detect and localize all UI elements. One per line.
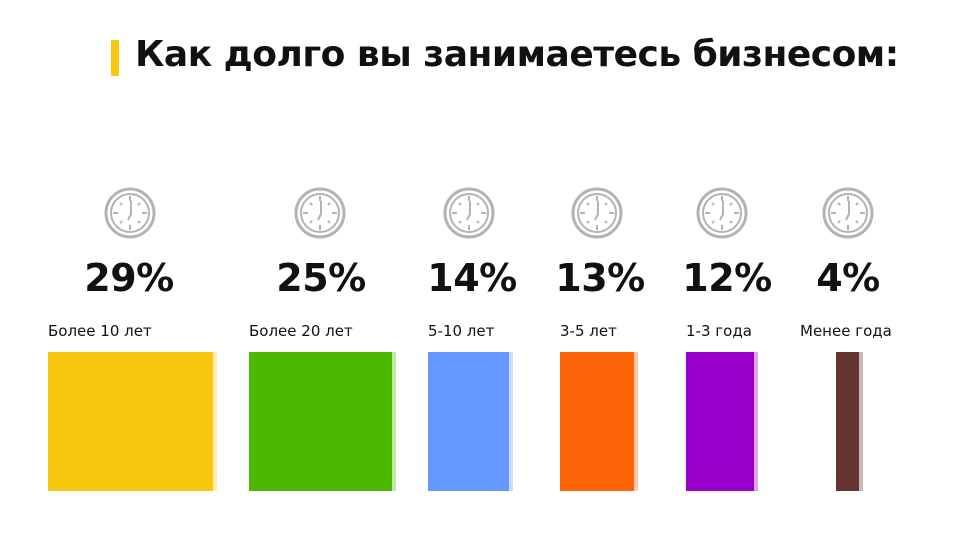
bar-edge: [509, 352, 513, 491]
clock-icon: [294, 187, 346, 239]
category-label: 1-3 года: [686, 322, 752, 340]
bar: [428, 352, 509, 491]
clock-icon: [104, 187, 156, 239]
title-accent-bar: [111, 40, 119, 76]
percent-value: 13%: [555, 256, 645, 300]
percent-value: 25%: [276, 256, 366, 300]
clock-icon: [443, 187, 495, 239]
bar-edge: [754, 352, 758, 491]
category-label: Более 20 лет: [249, 322, 353, 340]
chart-title: Как долго вы занимаетесь бизнесом:: [135, 34, 899, 75]
percent-value: 4%: [816, 256, 880, 300]
bar-edge: [859, 352, 863, 491]
bar-edge: [634, 352, 638, 491]
bar: [836, 352, 859, 491]
percent-value: 14%: [427, 256, 517, 300]
bar: [686, 352, 754, 491]
category-label: 3-5 лет: [560, 322, 617, 340]
bar: [48, 352, 213, 491]
category-label: Более 10 лет: [48, 322, 152, 340]
category-label: Менее года: [800, 322, 892, 340]
bar: [249, 352, 392, 491]
bar-edge: [392, 352, 396, 491]
clock-icon: [696, 187, 748, 239]
clock-icon: [822, 187, 874, 239]
bar-edge: [213, 352, 217, 491]
bar: [560, 352, 634, 491]
percent-value: 12%: [682, 256, 772, 300]
clock-icon: [571, 187, 623, 239]
category-label: 5-10 лет: [428, 322, 495, 340]
percent-value: 29%: [84, 256, 174, 300]
